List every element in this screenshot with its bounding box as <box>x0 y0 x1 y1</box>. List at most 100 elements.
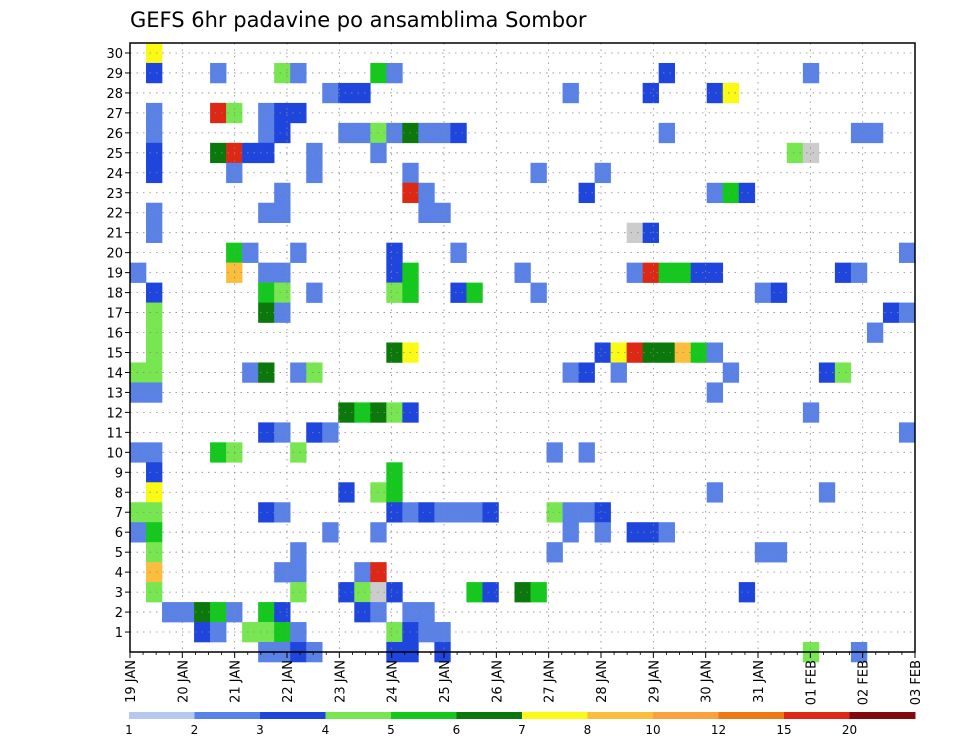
heatmap-cell <box>706 262 724 283</box>
legend-label: 5 <box>387 723 395 737</box>
heatmap-cell <box>146 302 163 323</box>
heatmap-cell <box>130 362 147 383</box>
legend-swatch <box>260 712 326 719</box>
x-tick-label: 21 JAN <box>229 660 244 703</box>
heatmap-cell <box>354 602 371 623</box>
y-tick-label: 27 <box>106 107 123 122</box>
y-tick-label: 10 <box>106 446 123 461</box>
y-tick-label: 5 <box>115 546 123 561</box>
heatmap-cell <box>450 122 467 144</box>
heatmap-cell <box>546 502 563 523</box>
heatmap-cell <box>258 262 275 283</box>
heatmap-cell <box>242 242 259 263</box>
legend-label: 12 <box>711 723 726 737</box>
x-tick-label: 30 JAN <box>700 660 715 703</box>
heatmap-cell <box>482 502 499 523</box>
x-tick-label: 26 JAN <box>490 660 505 703</box>
heatmap-cell <box>290 62 307 84</box>
x-tick-label: 01 FEB <box>804 660 819 705</box>
heatmap-cell <box>354 402 371 423</box>
legend-label: 20 <box>842 723 857 737</box>
legend-swatch <box>718 712 785 719</box>
legend-label: 4 <box>322 723 330 737</box>
x-tick-label: 22 JAN <box>281 660 296 703</box>
heatmap-cell <box>658 62 675 84</box>
heatmap-cell <box>658 262 675 283</box>
heatmap-cell <box>530 582 547 603</box>
heatmap-cell <box>274 602 291 623</box>
heatmap-cell <box>210 62 227 84</box>
heatmap-cell <box>546 542 563 563</box>
heatmap-cell <box>562 502 579 523</box>
heatmap-cell <box>258 102 275 124</box>
heatmap-cell <box>450 242 467 263</box>
heatmap-cell <box>546 442 563 463</box>
x-tick-label: 31 JAN <box>752 660 767 703</box>
x-tick-label: 03 FEB <box>909 660 924 705</box>
heatmap-cell <box>274 202 291 224</box>
y-tick-label: 28 <box>106 87 123 102</box>
heatmap-cell <box>146 562 163 583</box>
heatmap-cell <box>146 122 163 144</box>
heatmap-cell <box>242 622 259 643</box>
heatmap-cell <box>482 582 499 603</box>
heatmap-cell <box>530 162 547 184</box>
legend-swatch <box>129 712 195 719</box>
y-tick-label: 3 <box>115 586 123 601</box>
legend-swatch <box>325 712 392 719</box>
heatmap-cell <box>338 82 355 104</box>
heatmap-cell <box>658 342 675 363</box>
legend-label: 2 <box>191 723 199 737</box>
heatmap-cell <box>146 542 163 563</box>
y-tick-label: 22 <box>106 207 123 222</box>
heatmap-cell <box>210 602 227 623</box>
heatmap-cell <box>418 602 435 623</box>
x-tick-label: 24 JAN <box>386 660 401 703</box>
y-tick-label: 8 <box>115 486 123 501</box>
y-tick-label: 19 <box>106 267 123 282</box>
y-tick-label: 30 <box>106 47 123 62</box>
heatmap-cell <box>786 142 804 164</box>
heatmap-cell <box>306 362 323 383</box>
heatmap-cell <box>274 122 291 144</box>
heatmap-cells <box>130 43 916 663</box>
heatmap-cell <box>706 82 724 104</box>
y-tick-label: 7 <box>115 506 123 521</box>
legend-swatch <box>587 712 654 719</box>
heatmap-cell <box>386 622 403 643</box>
heatmap-cell <box>706 482 724 503</box>
heatmap-cell <box>770 542 788 563</box>
legend-label: 15 <box>776 723 791 737</box>
x-tick-label: 23 JAN <box>333 660 348 703</box>
y-tick-label: 9 <box>115 466 123 481</box>
heatmap-cell <box>258 362 275 383</box>
heatmap-cell <box>386 402 403 423</box>
legend-swatch <box>522 712 588 719</box>
heatmap-cell <box>386 122 403 144</box>
heatmap-cell <box>802 142 820 164</box>
heatmap-cell <box>514 262 531 283</box>
heatmap-cell <box>130 382 147 403</box>
heatmap-cell <box>818 482 836 503</box>
legend-label: 7 <box>518 723 526 737</box>
heatmap-cell <box>290 582 307 603</box>
x-tick-label: 20 JAN <box>176 660 191 703</box>
heatmap-cell <box>418 622 435 643</box>
legend-swatch <box>849 712 916 719</box>
heatmap-cell <box>450 282 467 303</box>
x-tick-label: 25 JAN <box>438 660 453 703</box>
y-tick-label: 17 <box>106 307 123 322</box>
heatmap-cell <box>258 502 275 523</box>
legend-swatch <box>456 712 523 719</box>
heatmap-cell <box>834 262 852 283</box>
heatmap-cell <box>386 502 403 523</box>
heatmap-cell <box>274 622 291 643</box>
heatmap-cell <box>306 282 323 303</box>
heatmap-cell <box>898 242 916 263</box>
heatmap-cell <box>258 622 275 643</box>
heatmap-cell <box>898 422 916 443</box>
heatmap-cell <box>274 302 291 323</box>
heatmap-cell <box>386 482 403 503</box>
heatmap-cell <box>594 162 611 184</box>
heatmap-cell <box>146 202 163 224</box>
